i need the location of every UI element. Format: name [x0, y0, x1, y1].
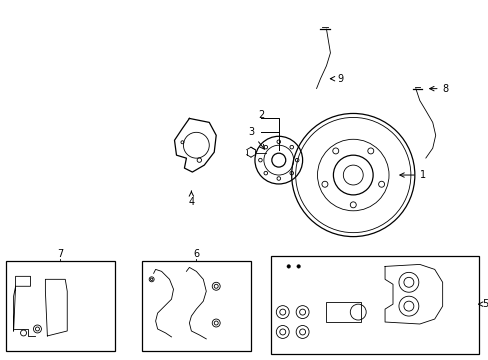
Text: 5: 5: [478, 299, 488, 309]
Circle shape: [286, 265, 290, 268]
Text: 7: 7: [57, 249, 63, 260]
Bar: [142, 261, 250, 351]
Bar: [6, 261, 115, 351]
Text: 1: 1: [399, 170, 425, 180]
Text: 2: 2: [257, 111, 264, 121]
Circle shape: [296, 265, 300, 268]
Text: 4: 4: [188, 191, 194, 207]
Text: 6: 6: [193, 249, 199, 260]
Bar: [326, 302, 361, 322]
Text: 3: 3: [247, 127, 264, 149]
Bar: [270, 256, 478, 354]
Text: 8: 8: [429, 84, 448, 94]
Text: 9: 9: [330, 74, 343, 84]
